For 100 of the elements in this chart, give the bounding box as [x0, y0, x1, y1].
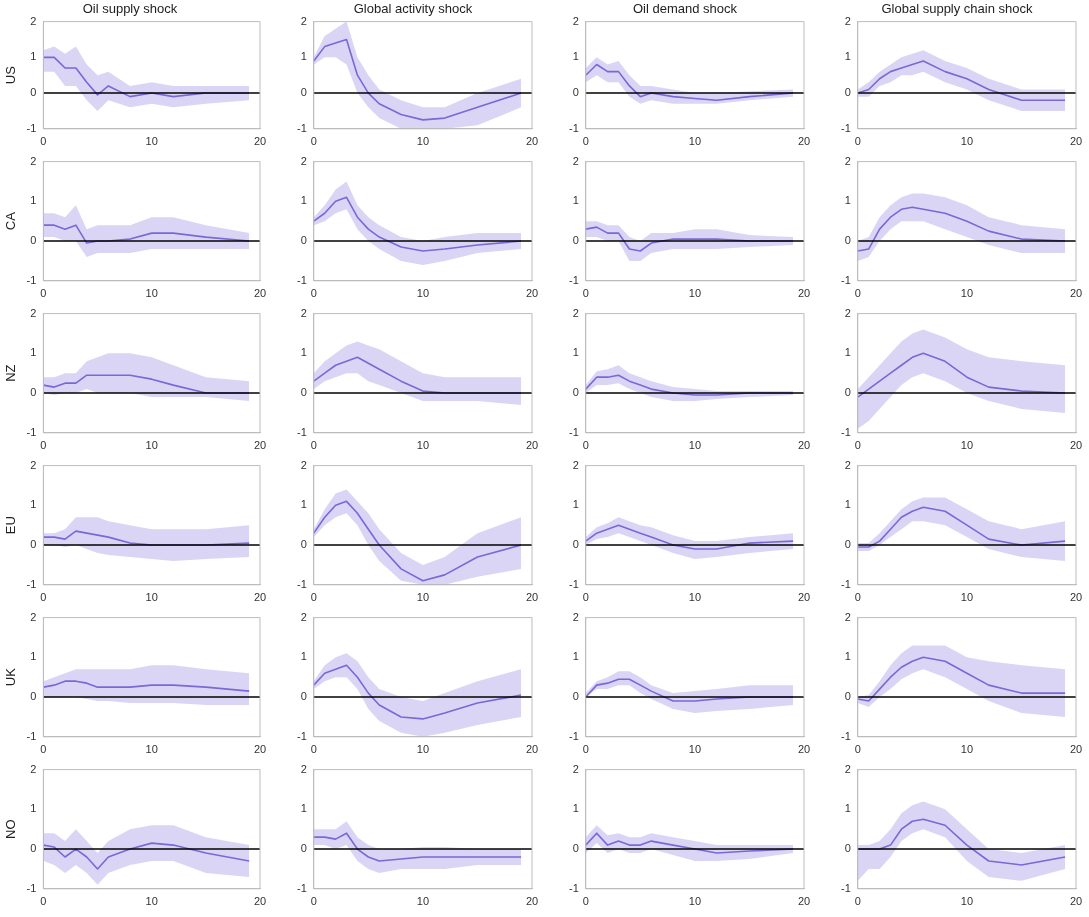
x-tick-label: 20 — [797, 439, 811, 452]
y-tick-label: 0 — [300, 386, 307, 399]
x-tick-label: 0 — [582, 439, 589, 452]
x-tick-label: 0 — [310, 591, 317, 604]
y-tick-label: 1 — [572, 194, 579, 207]
y-tick-label: -1 — [297, 425, 307, 438]
x-tick-label: 0 — [40, 439, 47, 452]
y-tick-label: 0 — [844, 386, 851, 399]
x-tick-label: 10 — [416, 439, 430, 452]
x-tick-label: 20 — [253, 135, 267, 148]
x-tick-label: 0 — [40, 895, 47, 908]
x-tick-label: 0 — [310, 439, 317, 452]
y-tick-label: 0 — [300, 234, 307, 247]
y-tick-label: 2 — [844, 762, 851, 775]
x-tick-label: 20 — [253, 591, 267, 604]
y-tick-label: 1 — [30, 346, 37, 359]
y-tick-label: -1 — [26, 881, 37, 894]
x-tick-label: 0 — [582, 287, 589, 300]
x-tick-label: 20 — [797, 135, 811, 148]
y-tick-label: 0 — [30, 538, 37, 551]
y-tick-label: 1 — [300, 194, 307, 207]
chart-title: Global activity shock — [353, 1, 473, 17]
x-tick-label: 20 — [525, 591, 539, 604]
y-tick-label: -1 — [569, 425, 579, 438]
x-tick-label: 10 — [960, 591, 974, 604]
y-tick-label: -1 — [841, 881, 851, 894]
y-tick-label: 1 — [844, 650, 851, 663]
x-tick-label: 0 — [854, 895, 861, 908]
x-tick-label: 20 — [797, 591, 811, 604]
y-tick-label: 2 — [844, 306, 851, 319]
x-tick-label: 0 — [854, 287, 861, 300]
x-tick-label: 10 — [688, 743, 702, 756]
x-tick-label: 0 — [40, 591, 47, 604]
y-tick-label: 2 — [300, 762, 307, 775]
y-tick-label: 0 — [844, 842, 851, 855]
y-tick-label: 2 — [572, 762, 579, 775]
y-tick-label: 0 — [30, 386, 37, 399]
y-tick-label: 1 — [300, 346, 307, 359]
y-tick-label: 1 — [30, 802, 37, 815]
y-tick-label: -1 — [569, 577, 579, 590]
y-tick-label: 2 — [30, 458, 37, 471]
x-tick-label: 10 — [688, 895, 702, 908]
y-tick-label: 1 — [300, 50, 307, 63]
y-tick-label: 2 — [844, 154, 851, 167]
x-tick-label: 20 — [1069, 439, 1083, 452]
y-tick-label: 2 — [572, 458, 579, 471]
y-tick-label: 1 — [572, 650, 579, 663]
y-tick-label: -1 — [841, 425, 851, 438]
x-tick-label: 0 — [854, 591, 861, 604]
y-tick-label: -1 — [26, 273, 37, 286]
x-tick-label: 20 — [525, 743, 539, 756]
x-tick-label: 0 — [40, 743, 47, 756]
x-tick-label: 10 — [416, 135, 430, 148]
x-tick-label: 0 — [854, 743, 861, 756]
x-tick-label: 0 — [40, 287, 47, 300]
y-tick-label: -1 — [26, 577, 37, 590]
chart-title: Oil supply shock — [82, 1, 178, 17]
x-tick-label: 20 — [797, 895, 811, 908]
x-tick-label: 0 — [582, 591, 589, 604]
x-tick-label: 10 — [960, 439, 974, 452]
y-tick-label: 1 — [844, 50, 851, 63]
y-tick-label: 2 — [300, 154, 307, 167]
x-tick-label: 0 — [40, 135, 47, 148]
y-tick-label: 2 — [572, 14, 579, 27]
y-tick-label: -1 — [569, 729, 579, 742]
y-tick-label: 1 — [300, 498, 307, 511]
y-tick-label: 0 — [572, 234, 579, 247]
y-tick-label: -1 — [841, 577, 851, 590]
y-tick-label: 1 — [844, 346, 851, 359]
x-tick-label: 0 — [582, 895, 589, 908]
y-tick-label: 2 — [844, 14, 851, 27]
y-tick-label: -1 — [297, 881, 307, 894]
x-tick-label: 10 — [145, 895, 158, 908]
y-tick-label: 1 — [844, 802, 851, 815]
y-tick-label: 1 — [30, 50, 37, 63]
y-tick-label: 1 — [300, 802, 307, 815]
y-tick-label: 0 — [572, 386, 579, 399]
y-axis-title: EU — [3, 516, 19, 535]
y-tick-label: 2 — [30, 154, 37, 167]
x-tick-label: 10 — [145, 743, 158, 756]
x-tick-label: 20 — [253, 287, 267, 300]
x-tick-label: 20 — [525, 439, 539, 452]
x-tick-label: 10 — [145, 135, 158, 148]
y-tick-label: 2 — [30, 762, 37, 775]
y-tick-label: -1 — [569, 121, 579, 134]
y-tick-label: 0 — [300, 690, 307, 703]
y-tick-label: 1 — [844, 194, 851, 207]
y-tick-label: 2 — [30, 610, 37, 623]
y-tick-label: 1 — [572, 346, 579, 359]
chart-title: Oil demand shock — [632, 1, 738, 17]
y-axis-title: NO — [3, 819, 19, 839]
y-tick-label: 0 — [572, 86, 579, 99]
y-tick-label: 2 — [572, 154, 579, 167]
x-tick-label: 20 — [1069, 287, 1083, 300]
y-tick-label: -1 — [297, 729, 307, 742]
y-tick-label: -1 — [297, 121, 307, 134]
y-tick-label: 0 — [300, 86, 307, 99]
y-tick-label: 0 — [30, 234, 37, 247]
y-tick-label: 1 — [30, 650, 37, 663]
x-tick-label: 20 — [253, 895, 267, 908]
